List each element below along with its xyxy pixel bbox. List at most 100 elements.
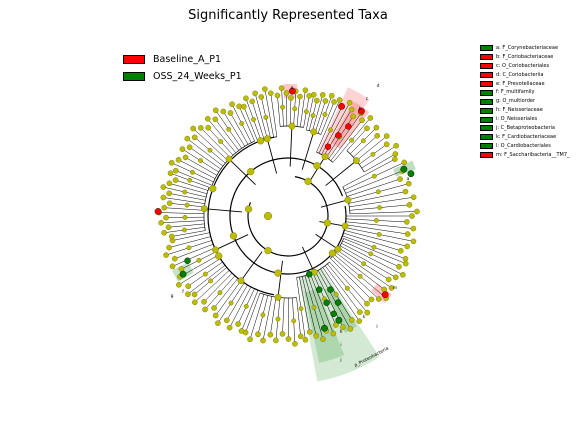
leaf-node <box>297 333 304 340</box>
branch-line <box>215 119 239 151</box>
clade-label-a: a <box>407 177 410 182</box>
leaf-node <box>197 125 204 131</box>
leaf-node <box>166 200 173 207</box>
inner-node <box>313 162 321 170</box>
branch-line <box>308 156 326 184</box>
internal-node <box>349 137 355 143</box>
leaf-node <box>359 117 365 124</box>
leaf-node <box>236 103 242 110</box>
branch-line <box>319 221 346 227</box>
key-text: j: C_Betaproteobacteria <box>496 125 555 132</box>
leaf-node <box>302 336 309 343</box>
key-swatch <box>480 63 493 70</box>
branch-line <box>317 270 351 330</box>
internal-node <box>228 300 234 306</box>
branch-line <box>346 178 401 197</box>
clade-label-i: i <box>340 342 341 348</box>
leaf-node <box>171 255 178 262</box>
branch-line <box>349 211 417 215</box>
internal-node <box>333 292 339 297</box>
key-item: m: F_Saccharibacteria__TM7_ <box>480 151 570 160</box>
branch-line <box>361 145 397 169</box>
branch-line <box>353 135 378 158</box>
internal-node <box>375 189 381 195</box>
leaf-node <box>279 331 286 337</box>
branch-line <box>316 99 340 153</box>
leaf-node <box>243 95 249 102</box>
leaf-node <box>273 337 279 344</box>
internal-node <box>196 257 202 263</box>
internal-node <box>239 121 245 126</box>
branch-line <box>254 93 268 139</box>
branch-line <box>342 158 395 188</box>
branch-line <box>325 160 357 186</box>
leaf-node <box>292 341 298 347</box>
branch-line <box>270 297 277 335</box>
internal-node <box>377 205 383 210</box>
key-swatch <box>480 152 493 159</box>
leaf-node <box>388 285 395 291</box>
internal-node <box>310 113 316 118</box>
clade-node <box>225 155 233 163</box>
internal-node <box>304 109 309 115</box>
internal-node <box>344 285 350 291</box>
biomarker-node-green <box>184 257 191 264</box>
leaf-node <box>331 99 337 105</box>
branch-line <box>228 158 256 185</box>
leaf-node <box>409 213 415 219</box>
branch-line <box>296 96 301 127</box>
key-text: l: O_Cardiobacteriales <box>496 142 551 149</box>
clade-label-b: b <box>359 106 362 112</box>
leaf-node <box>320 336 326 342</box>
leaf-node <box>397 247 404 254</box>
key-swatch <box>480 107 493 114</box>
clade-node <box>200 205 208 213</box>
leaf-node <box>247 336 253 343</box>
leaf-node <box>306 329 313 335</box>
biomarker-node-green <box>179 270 187 278</box>
internal-node <box>361 261 367 267</box>
key-text: i: O_Neisseriales <box>496 116 538 123</box>
branch-line <box>320 101 335 135</box>
internal-node <box>186 245 192 251</box>
branch-line <box>169 183 208 194</box>
branch-line <box>194 270 230 303</box>
inner-node <box>229 232 238 240</box>
branch-line <box>307 274 327 331</box>
branch-line <box>189 147 221 170</box>
inner-node <box>247 167 255 176</box>
branch-line <box>301 276 317 336</box>
branch-line <box>296 297 301 337</box>
branch-line <box>262 296 273 341</box>
branch-line <box>345 170 403 194</box>
leaf-node <box>215 320 221 326</box>
leaf-node <box>357 309 363 315</box>
leaf-node <box>173 167 179 174</box>
leaf-node <box>165 224 172 231</box>
leaf-node <box>347 326 354 332</box>
leaf-node <box>168 159 175 166</box>
leaf-node <box>374 132 380 139</box>
branch-line <box>203 272 233 302</box>
leaf-node <box>406 202 413 208</box>
branch-line <box>343 238 406 264</box>
internal-node <box>226 126 232 132</box>
branch-line <box>315 233 339 250</box>
key-swatch <box>480 143 493 150</box>
branch-line <box>238 106 255 142</box>
leaf-node <box>191 291 198 298</box>
clade-node <box>344 196 352 204</box>
leaf-node <box>163 214 169 221</box>
leaf-node <box>404 231 411 237</box>
branch-line <box>172 247 215 267</box>
leaf-node <box>297 93 303 100</box>
leaf-node <box>404 243 410 250</box>
internal-node <box>360 138 366 144</box>
branch-line <box>340 245 396 278</box>
internal-node <box>251 117 256 122</box>
leaf-node <box>185 283 191 289</box>
branch-line <box>324 265 361 313</box>
key-swatch <box>480 89 493 96</box>
branch-line <box>193 128 228 161</box>
branch-line <box>282 297 285 334</box>
